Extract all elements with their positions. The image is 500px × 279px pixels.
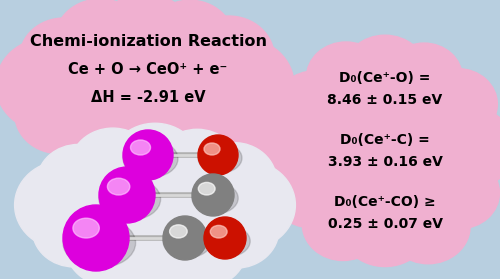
Ellipse shape	[106, 203, 204, 279]
Ellipse shape	[63, 205, 129, 271]
Ellipse shape	[189, 38, 294, 132]
Ellipse shape	[204, 143, 220, 155]
Ellipse shape	[99, 178, 160, 220]
Ellipse shape	[386, 188, 470, 264]
Ellipse shape	[302, 187, 384, 261]
Ellipse shape	[276, 71, 352, 140]
Ellipse shape	[386, 43, 462, 112]
Ellipse shape	[256, 107, 346, 189]
Ellipse shape	[146, 0, 234, 80]
Ellipse shape	[420, 157, 500, 229]
Ellipse shape	[130, 140, 150, 155]
Ellipse shape	[192, 174, 234, 216]
Ellipse shape	[277, 73, 493, 223]
Ellipse shape	[196, 160, 296, 249]
Text: ΔH = -2.91 eV: ΔH = -2.91 eV	[90, 90, 206, 105]
Ellipse shape	[99, 167, 155, 223]
Ellipse shape	[183, 16, 274, 98]
Ellipse shape	[146, 92, 243, 178]
Ellipse shape	[123, 130, 173, 180]
Ellipse shape	[306, 42, 386, 113]
Ellipse shape	[21, 37, 269, 133]
Ellipse shape	[156, 206, 248, 279]
Ellipse shape	[198, 143, 242, 173]
Ellipse shape	[70, 128, 156, 205]
Text: D₀(Ce⁺-CO) ≥: D₀(Ce⁺-CO) ≥	[334, 195, 436, 209]
Text: Ce + O → CeO⁺ + e⁻: Ce + O → CeO⁺ + e⁻	[68, 62, 228, 78]
Ellipse shape	[193, 191, 279, 268]
Text: 8.46 ± 0.15 eV: 8.46 ± 0.15 eV	[328, 93, 442, 107]
Ellipse shape	[15, 74, 103, 153]
Text: 3.93 ± 0.16 eV: 3.93 ± 0.16 eV	[328, 155, 442, 169]
Text: Chemi-ionization Reaction: Chemi-ionization Reaction	[30, 35, 266, 49]
Ellipse shape	[163, 216, 207, 260]
Ellipse shape	[272, 158, 348, 228]
Ellipse shape	[170, 225, 187, 238]
Ellipse shape	[424, 107, 500, 189]
Ellipse shape	[14, 160, 114, 249]
Ellipse shape	[108, 178, 130, 195]
Ellipse shape	[210, 225, 227, 238]
Ellipse shape	[50, 91, 144, 176]
Ellipse shape	[340, 184, 430, 266]
Ellipse shape	[163, 225, 212, 258]
Ellipse shape	[192, 182, 238, 214]
Ellipse shape	[73, 218, 100, 238]
Ellipse shape	[343, 35, 427, 111]
Ellipse shape	[123, 140, 178, 177]
Ellipse shape	[38, 164, 272, 246]
Ellipse shape	[63, 218, 136, 268]
Ellipse shape	[37, 145, 120, 219]
Ellipse shape	[66, 206, 154, 279]
Ellipse shape	[204, 217, 246, 259]
Ellipse shape	[54, 0, 146, 81]
Ellipse shape	[418, 69, 498, 140]
Ellipse shape	[198, 135, 238, 175]
Ellipse shape	[20, 18, 108, 98]
Ellipse shape	[198, 182, 215, 195]
Ellipse shape	[191, 143, 276, 220]
Ellipse shape	[186, 73, 276, 155]
Ellipse shape	[0, 38, 101, 132]
Ellipse shape	[92, 87, 198, 182]
Text: 0.25 ± 0.07 eV: 0.25 ± 0.07 eV	[328, 217, 442, 231]
Ellipse shape	[96, 0, 194, 80]
Ellipse shape	[204, 225, 250, 257]
Text: D₀(Ce⁺-C) =: D₀(Ce⁺-C) =	[340, 133, 430, 147]
Ellipse shape	[156, 129, 239, 204]
Ellipse shape	[32, 192, 116, 267]
Text: D₀(Ce⁺-O) =: D₀(Ce⁺-O) =	[340, 71, 430, 85]
Ellipse shape	[110, 123, 200, 205]
